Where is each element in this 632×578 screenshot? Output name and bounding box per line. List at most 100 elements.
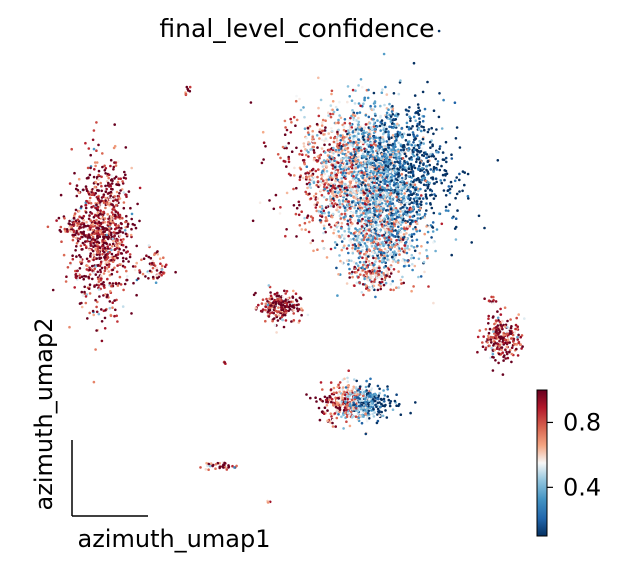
scatter-point [406, 143, 409, 146]
scatter-point [398, 213, 401, 217]
scatter-point [340, 221, 344, 225]
scatter-point [317, 114, 321, 118]
scatter-point [373, 213, 377, 217]
scatter-point [514, 327, 517, 331]
scatter-point [337, 118, 340, 122]
scatter-point [340, 212, 344, 216]
scatter-point [342, 125, 346, 128]
scatter-point [380, 157, 383, 160]
scatter-point [476, 350, 479, 354]
scatter-point [379, 211, 383, 215]
scatter-point [73, 171, 76, 175]
scatter-point [406, 210, 410, 214]
scatter-point [371, 268, 374, 272]
scatter-point [351, 88, 355, 92]
scatter-point [407, 254, 410, 258]
scatter-point [385, 127, 388, 131]
scatter-point [276, 153, 280, 156]
scatter-point [79, 258, 82, 262]
scatter-point [373, 100, 377, 103]
scatter-point [80, 275, 84, 279]
scatter-point [396, 167, 399, 170]
scatter-point [380, 163, 384, 167]
scatter-point [440, 181, 444, 185]
scatter-point [144, 275, 147, 278]
scatter-point [410, 158, 414, 161]
scatter-point [96, 175, 99, 179]
scatter-point [389, 120, 393, 123]
scatter-point [115, 190, 119, 194]
scatter-point [116, 256, 119, 260]
scatter-point [394, 253, 398, 257]
scatter-point [378, 209, 382, 212]
scatter-point [399, 278, 403, 282]
scatter-point [309, 241, 313, 245]
scatter-point [287, 141, 291, 145]
scatter-point [483, 226, 486, 230]
scatter-point [382, 168, 386, 172]
scatter-point [515, 316, 518, 320]
scatter-point [59, 225, 63, 229]
scatter-point [392, 137, 396, 140]
scatter-point [287, 172, 291, 176]
scatter-point [349, 241, 353, 244]
scatter-point [365, 148, 368, 152]
scatter-point [307, 155, 310, 158]
scatter-point [294, 99, 298, 103]
scatter-point [335, 266, 338, 270]
scatter-point [491, 336, 495, 339]
scatter-point [279, 156, 282, 160]
scatter-point [487, 317, 490, 321]
scatter-point [297, 213, 301, 217]
scatter-point [328, 223, 331, 226]
scatter-point [373, 105, 377, 108]
scatter-point [285, 146, 288, 150]
scatter-point [390, 195, 394, 199]
scatter-point [403, 159, 406, 163]
scatter-point [508, 332, 512, 335]
scatter-point [378, 188, 382, 191]
scatter-point [356, 151, 360, 155]
scatter-point [111, 179, 114, 183]
scatter-point [312, 194, 316, 198]
scatter-point [262, 158, 265, 161]
scatter-point [118, 197, 122, 200]
scatter-point [403, 152, 407, 156]
scatter-point [115, 270, 119, 274]
scatter-point [59, 230, 63, 233]
scatter-point [283, 119, 287, 123]
scatter-point [422, 163, 425, 167]
scatter-point [127, 190, 131, 193]
scatter-point [322, 231, 325, 235]
scatter-point [109, 231, 113, 235]
scatter-point [409, 162, 413, 166]
scatter-point [349, 207, 352, 210]
scatter-point [99, 229, 102, 233]
scatter-point [412, 205, 415, 209]
scatter-point [381, 240, 384, 244]
scatter-point [364, 184, 367, 187]
scatter-point [156, 276, 159, 280]
scatter-point [361, 269, 365, 272]
scatter-point [506, 341, 509, 345]
scatter-point [379, 228, 383, 232]
scatter-point [348, 218, 352, 221]
scatter-point [87, 192, 91, 196]
scatter-point [85, 268, 89, 271]
scatter-point [395, 239, 398, 242]
scatter-point [140, 258, 143, 262]
scatter-point [359, 104, 362, 108]
scatter-point [97, 169, 101, 173]
scatter-point [319, 188, 323, 192]
scatter-point [444, 140, 448, 144]
scatter-point [96, 240, 99, 243]
scatter-point [329, 195, 332, 198]
scatter-point [357, 246, 360, 250]
scatter-point [385, 191, 388, 194]
scatter-point [110, 252, 114, 256]
scatter-point [391, 104, 394, 108]
scatter-point [430, 151, 434, 154]
scatter-point [108, 243, 112, 246]
scatter-point [292, 187, 295, 191]
scatter-point [410, 244, 413, 248]
